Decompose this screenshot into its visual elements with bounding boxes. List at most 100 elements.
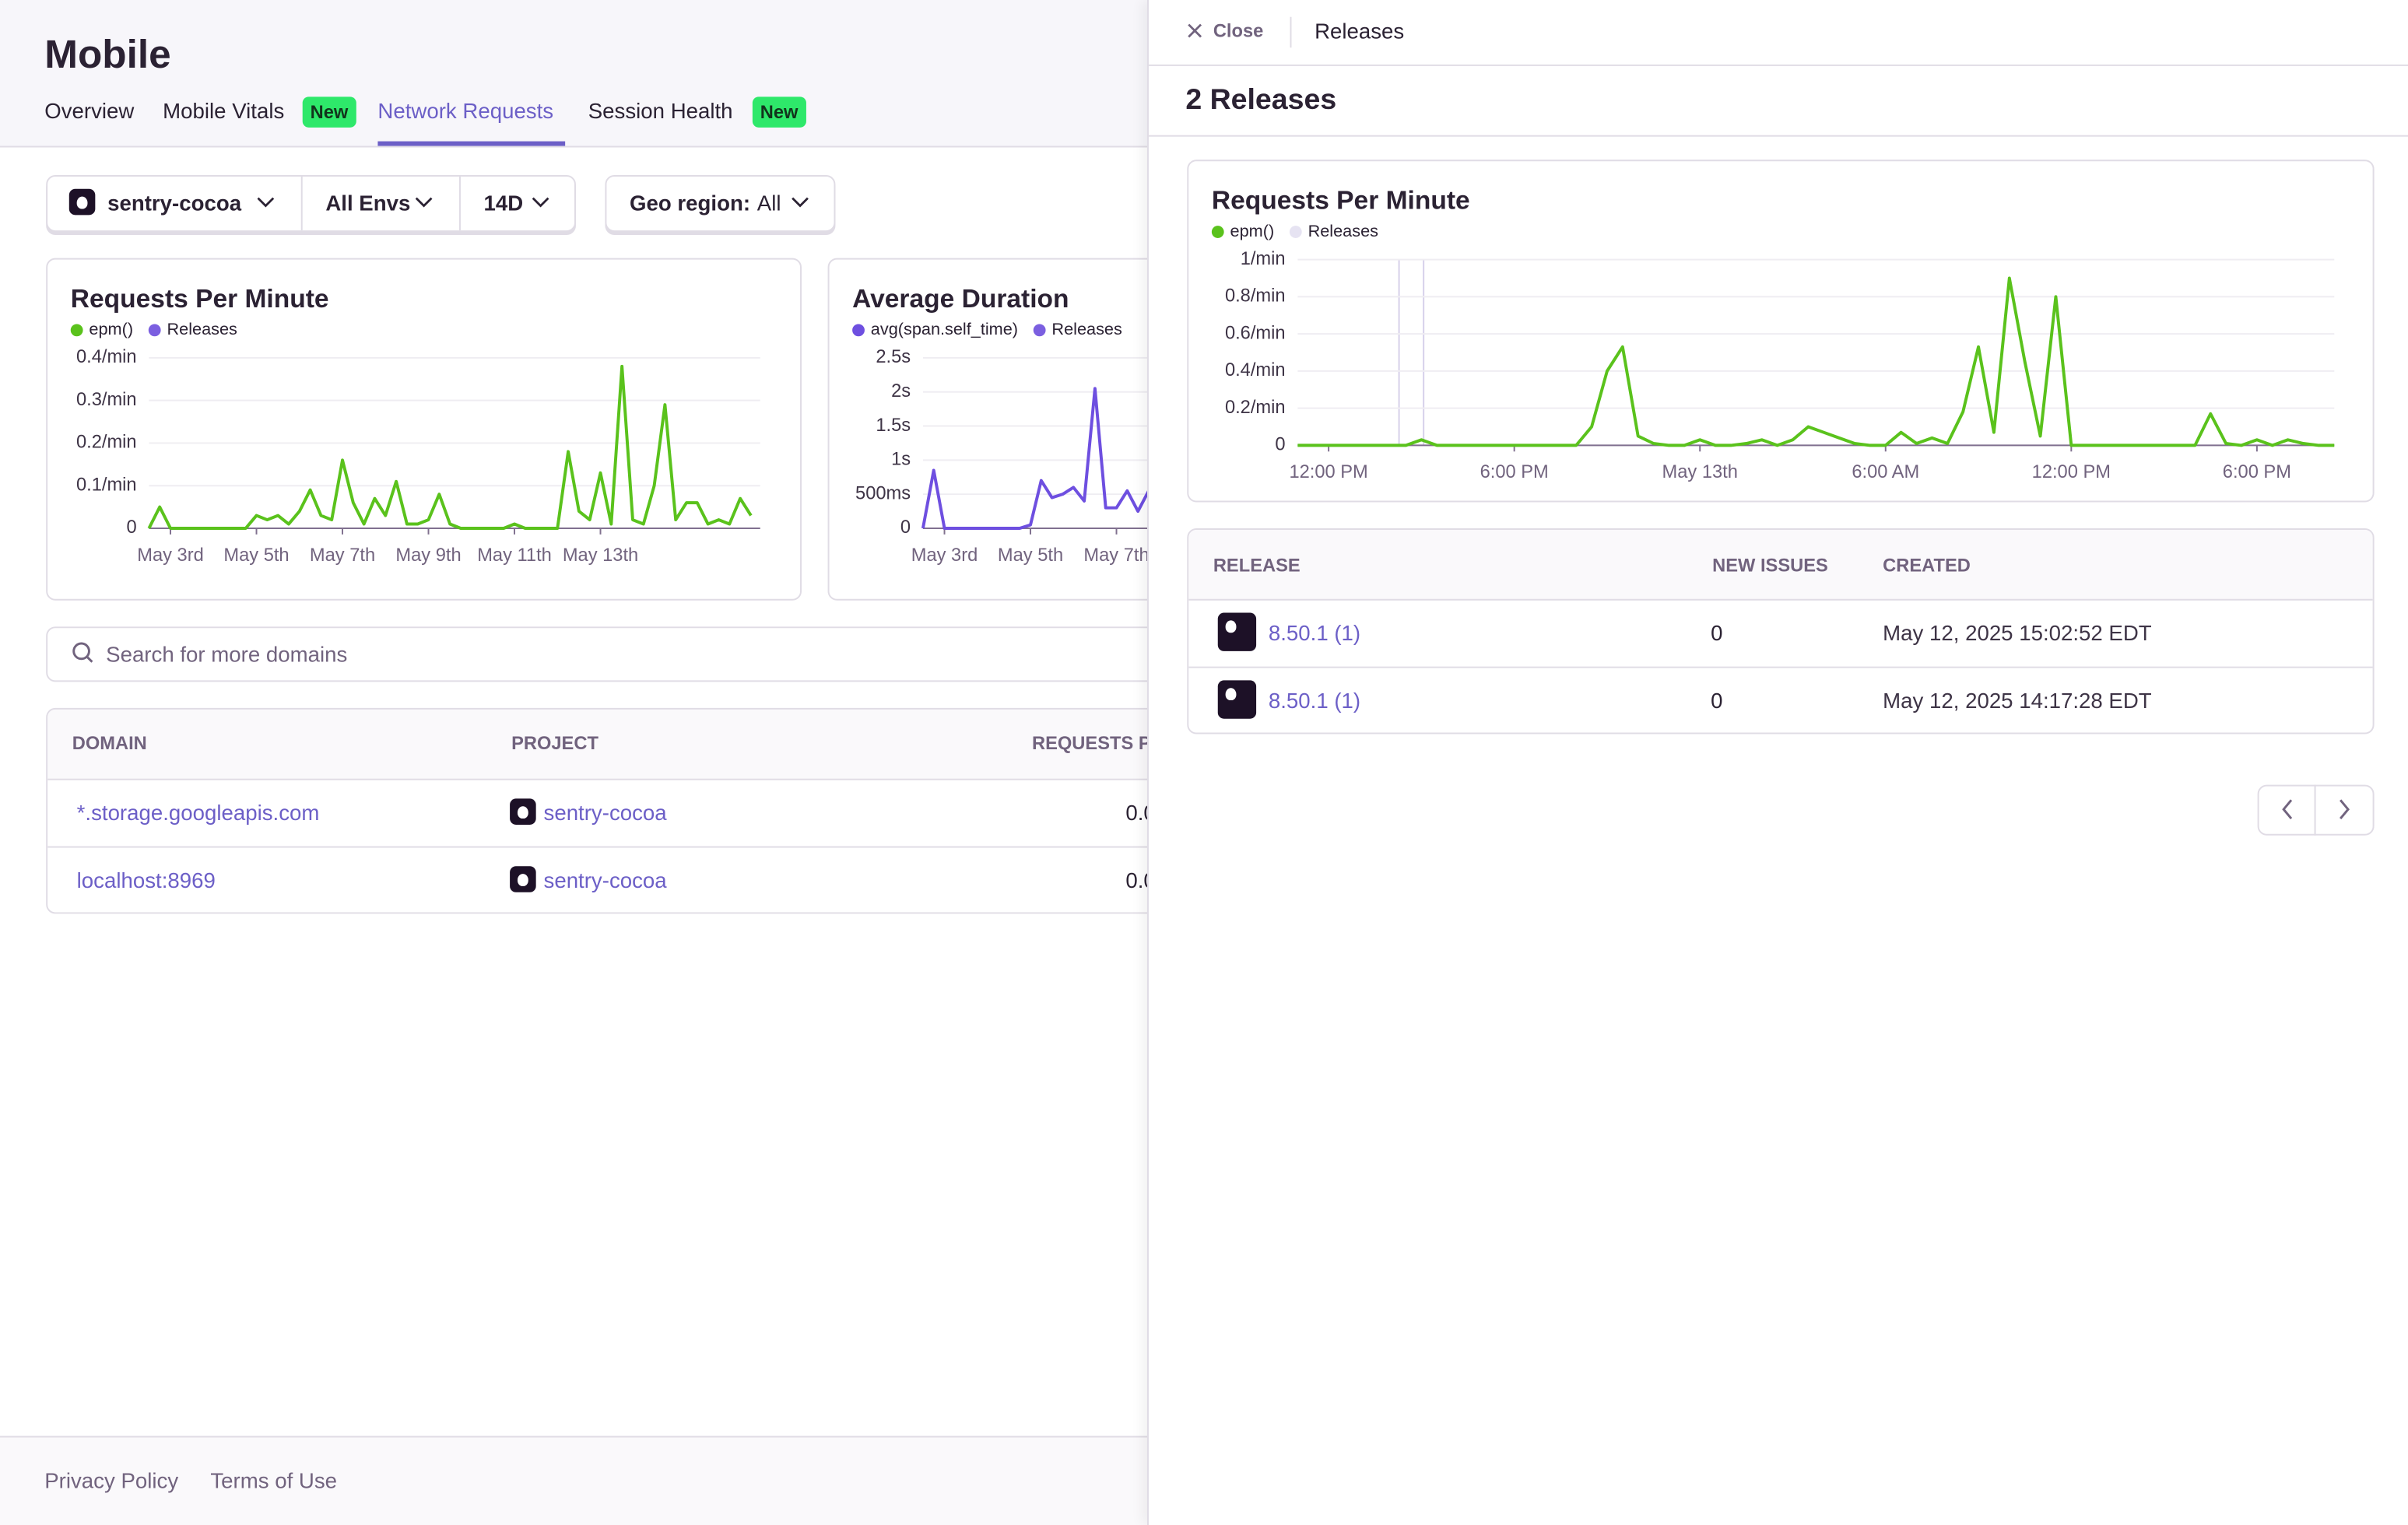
x-tick-label: May 5th xyxy=(998,545,1063,566)
domain-link[interactable]: localhost:8969 xyxy=(76,868,216,892)
x-tick-label: May 11th xyxy=(477,545,552,566)
row-divider xyxy=(1188,666,2373,668)
legend-label: epm() xyxy=(1230,221,1275,240)
legend-label: Releases xyxy=(1051,319,1122,338)
breadcrumb: Releases xyxy=(1315,18,1405,44)
created: May 12, 2025 15:02:52 EDT xyxy=(1883,620,2152,646)
release-markers xyxy=(1398,259,1425,446)
y-tick-label: 1/min xyxy=(1241,249,1286,269)
y-tick-label: 0.2/min xyxy=(1225,398,1286,418)
domain-link[interactable]: *.storage.googleapis.com xyxy=(76,800,320,825)
y-tick-label: 0.3/min xyxy=(76,390,137,410)
pager-icons xyxy=(2282,799,2350,819)
x-tick-label: May 13th xyxy=(563,545,638,566)
tab[interactable]: Mobile Vitals xyxy=(163,98,285,123)
y-tick-label: 0.4/min xyxy=(1225,360,1286,380)
project-link[interactable]: sentry-cocoa xyxy=(543,800,667,825)
search-icon xyxy=(72,642,93,663)
x-tick-label: 12:00 PM xyxy=(1289,462,1367,482)
releases-table xyxy=(1187,528,2375,734)
legend-swatch xyxy=(1211,226,1224,238)
legend-label: Releases xyxy=(167,319,237,338)
page-title: Mobile xyxy=(44,30,171,77)
legend-label: epm() xyxy=(89,319,133,338)
apple-icon xyxy=(1217,680,1257,719)
chart-card xyxy=(46,258,802,601)
x-tick-label: May 7th xyxy=(1083,545,1149,566)
data-line xyxy=(1297,276,2335,447)
tab[interactable]: Overview xyxy=(44,98,135,123)
x-tick-label: May 5th xyxy=(223,545,289,566)
geo-value: All xyxy=(756,190,781,216)
badge: New xyxy=(302,96,356,128)
footer-link[interactable]: Privacy Policy xyxy=(44,1467,179,1493)
release-link[interactable]: 8.50.1 (1) xyxy=(1268,620,1361,646)
env-filter[interactable]: All Envs xyxy=(325,190,411,216)
legend-label: Releases xyxy=(1308,221,1379,240)
tab-active[interactable]: Network Requests xyxy=(377,98,554,123)
y-tick-label: 0.2/min xyxy=(76,433,137,453)
legend-swatch xyxy=(148,324,161,337)
legend-swatch xyxy=(1033,324,1046,337)
x-tick-label: May 9th xyxy=(395,545,461,566)
period-filter[interactable]: 14D xyxy=(483,190,524,216)
divider xyxy=(1290,16,1292,48)
y-tick-label: 0 xyxy=(126,517,136,538)
column-header: DOMAIN xyxy=(72,732,147,755)
y-tick-label: 1.5s xyxy=(876,415,911,436)
drawer-title: 2 Releases xyxy=(1185,84,1337,117)
y-tick-label: 0.8/min xyxy=(1225,286,1286,307)
y-tick-label: 1s xyxy=(891,450,911,470)
created: May 12, 2025 14:17:28 EDT xyxy=(1883,688,2152,713)
project-filter[interactable]: sentry-cocoa xyxy=(107,190,242,216)
x-tick-label: 6:00 PM xyxy=(1480,462,1549,482)
chart: 0 0.2/min 0.4/min 0.6/min 0.8/min 1/min 12:00 … xyxy=(1211,221,2335,482)
legend-swatch xyxy=(852,324,865,337)
y-tick-label: 0.6/min xyxy=(1225,323,1286,343)
chart-title: Average Duration xyxy=(852,284,1069,314)
data-line xyxy=(921,387,1150,530)
x-tick-label: 12:00 PM xyxy=(2032,462,2111,482)
legend-swatch xyxy=(70,324,83,337)
new-issues: 0 xyxy=(1711,620,1723,646)
y-tick-label: 0.1/min xyxy=(76,475,137,495)
y-tick-label: 0 xyxy=(900,517,911,538)
project-link[interactable]: sentry-cocoa xyxy=(543,868,667,892)
chart-title: Requests Per Minute xyxy=(70,284,329,314)
apple-icon xyxy=(510,798,536,825)
x-tick-label: 6:00 AM xyxy=(1852,462,1919,482)
drawer-divider xyxy=(1148,64,2408,66)
column-header: PROJECT xyxy=(511,732,598,755)
divider xyxy=(300,176,303,231)
x-tick-label: May 3rd xyxy=(137,545,204,566)
new-issues: 0 xyxy=(1711,688,1723,713)
x-tick-label: May 13th xyxy=(1662,462,1738,482)
footer-link[interactable]: Terms of Use xyxy=(210,1467,338,1493)
y-tick-label: 2.5s xyxy=(876,347,911,367)
magnifier xyxy=(72,642,93,663)
geo-label: Geo region: xyxy=(630,190,751,216)
legend-swatch xyxy=(1289,226,1302,238)
y-tick-label: 0.4/min xyxy=(76,347,137,367)
release-link[interactable]: 8.50.1 (1) xyxy=(1268,688,1361,713)
search-placeholder: Search for more domains xyxy=(106,642,348,667)
pager-chevrons xyxy=(2282,799,2350,819)
column-header: RELEASE xyxy=(1213,554,1301,577)
table-header xyxy=(1188,529,2373,601)
filter-group xyxy=(46,175,576,233)
apple-icon xyxy=(68,188,96,216)
chevrons xyxy=(257,197,809,208)
divider xyxy=(458,176,461,231)
close-button[interactable]: Close xyxy=(1213,19,1264,42)
close-x xyxy=(1188,23,1202,38)
chart-title: Requests Per Minute xyxy=(1211,185,1470,216)
apple-icon xyxy=(510,866,536,892)
tab-underline xyxy=(377,141,566,146)
next-page[interactable] xyxy=(2314,784,2375,836)
y-tick-label: 2s xyxy=(891,381,911,401)
badge: New xyxy=(752,96,806,128)
tab[interactable]: Session Health xyxy=(588,98,733,123)
y-tick-label: 0 xyxy=(1275,435,1285,455)
